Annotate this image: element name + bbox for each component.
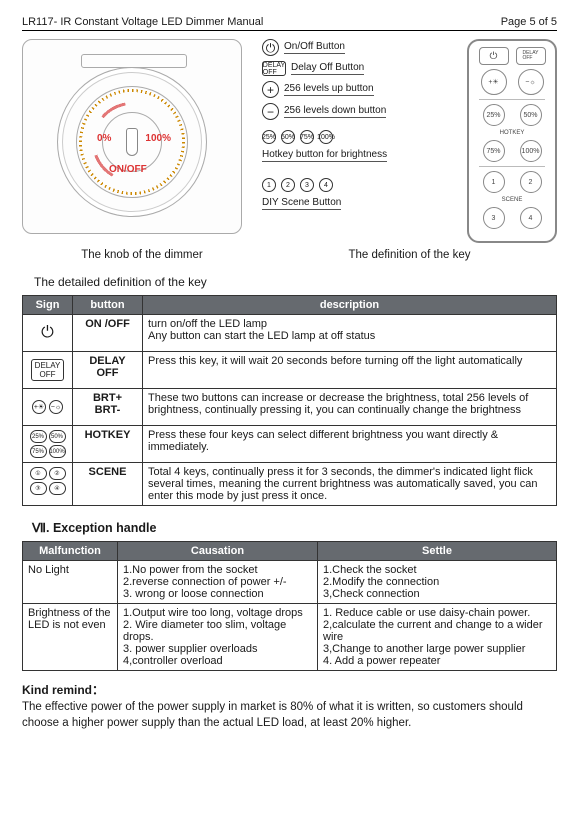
table-row: DELAYOFF DELAY OFF Press this key, it wi…	[23, 352, 557, 389]
keytable-title: The detailed definition of the key	[34, 275, 557, 289]
remote-75-btn: 75%	[483, 140, 505, 162]
th-mal: Malfunction	[23, 542, 118, 561]
dial-hundred-label: 100%	[145, 133, 171, 144]
th-sign: Sign	[23, 296, 73, 315]
pct100-icon: 100%	[319, 130, 333, 144]
table-row: ①②③④ SCENE Total 4 keys, continually pre…	[23, 463, 557, 506]
cell-button: SCENE	[73, 463, 143, 506]
kind-remind-text: The effective power of the power supply …	[22, 700, 557, 731]
exception-table: Malfunction Causation Settle No Light 1.…	[22, 541, 557, 671]
scene3-icon: 3	[300, 178, 314, 192]
pct50-icon: 50%	[281, 130, 295, 144]
page-header: LR117- IR Constant Voltage LED Dimmer Ma…	[22, 16, 557, 31]
cell-desc: Total 4 keys, continually press it for 3…	[143, 463, 557, 506]
scene1-icon: 1	[262, 178, 276, 192]
scene4-icon: 4	[319, 178, 333, 192]
dial-onoff-label: ON/OFF	[109, 164, 147, 175]
cell-desc: Press this key, it will wait 20 seconds …	[143, 352, 557, 389]
manual-page: LR117- IR Constant Voltage LED Dimmer Ma…	[0, 0, 579, 819]
remote-100-btn: 100%	[520, 140, 542, 162]
caption-knob: The knob of the dimmer	[22, 249, 262, 261]
plus-icon: +☀	[32, 400, 46, 414]
header-page: Page 5 of 5	[501, 16, 557, 28]
cell-mal: Brightness of the LED is not even	[23, 604, 118, 671]
remote-s1-btn: 1	[483, 171, 505, 193]
header-title: LR117- IR Constant Voltage LED Dimmer Ma…	[22, 16, 263, 28]
th-set: Settle	[318, 542, 557, 561]
cell-desc: turn on/off the LED lampAny button can s…	[143, 315, 557, 352]
remote-plus-btn: +☀	[481, 69, 507, 95]
remote-divider1	[479, 99, 546, 100]
legend-up: 256 levels up button	[284, 83, 374, 96]
legend-delay: Delay Off Button	[291, 62, 364, 75]
legend-diy: DIY Scene Button	[262, 197, 341, 210]
delay-icon: DELAYOFF	[262, 61, 286, 76]
cell-button: ON /OFF	[73, 315, 143, 352]
legend-down: 256 levels down button	[284, 105, 386, 118]
cell-desc: These two buttons can increase or decrea…	[143, 389, 557, 426]
remote-s4-btn: 4	[520, 207, 542, 229]
cell-cau: 1.No power from the socket2.reverse conn…	[118, 561, 318, 604]
table-row: +☀ −☼ BRT+BRT- These two buttons can inc…	[23, 389, 557, 426]
plus-icon: +	[262, 81, 279, 98]
dial: 0% 100% ON/OFF	[57, 67, 207, 217]
th-button: button	[73, 296, 143, 315]
remote-power-btn: ⏻	[479, 47, 509, 65]
th-desc: description	[143, 296, 557, 315]
kind-remind-title: Kind remind：	[22, 681, 557, 698]
table-row: Brightness of the LED is not even 1.Outp…	[23, 604, 557, 671]
dimmer-knob-figure: 0% 100% ON/OFF	[22, 39, 242, 234]
remote-50-btn: 50%	[520, 104, 542, 126]
cell-set: 1.Check the socket2.Modify the connectio…	[318, 561, 557, 604]
cell-button: HOTKEY	[73, 426, 143, 463]
figure-row: 0% 100% ON/OFF ⏻ On/Off Button DELAYOFF …	[22, 39, 557, 243]
remote-delay-btn: DELAYOFF	[516, 47, 546, 65]
remote-scene-label: SCENE	[502, 197, 523, 203]
remote-divider2	[479, 166, 546, 167]
cell-set: 1. Reduce cable or use daisy-chain power…	[318, 604, 557, 671]
delay-icon: DELAYOFF	[31, 359, 65, 381]
cell-cau: 1.Output wire too long, voltage drops2. …	[118, 604, 318, 671]
exception-title: Ⅶ. Exception handle	[32, 520, 557, 535]
dial-zero-label: 0%	[97, 133, 111, 144]
remote-figure: ⏻ DELAYOFF +☀ −☼ 25% 50% HOTKEY 75% 100%…	[467, 39, 557, 243]
legend-hotkey: Hotkey button for brightness	[262, 149, 387, 162]
cell-button: DELAY OFF	[73, 352, 143, 389]
remote-s3-btn: 3	[483, 207, 505, 229]
remote-minus-btn: −☼	[518, 69, 544, 95]
remote-25-btn: 25%	[483, 104, 505, 126]
th-cau: Causation	[118, 542, 318, 561]
cell-button: BRT+BRT-	[73, 389, 143, 426]
table-row: 25%50%75%100% HOTKEY Press these four ke…	[23, 426, 557, 463]
key-legend: ⏻ On/Off Button DELAYOFF Delay Off Butto…	[262, 39, 447, 243]
remote-s2-btn: 2	[520, 171, 542, 193]
minus-icon: −	[262, 103, 279, 120]
pct75-icon: 75%	[300, 130, 314, 144]
pct25-icon: 25%	[262, 130, 276, 144]
scene2-icon: 2	[281, 178, 295, 192]
table-row: No Light 1.No power from the socket2.rev…	[23, 561, 557, 604]
key-definition-table: Sign button description ⏻ ON /OFF turn o…	[22, 295, 557, 506]
remote-hotkey-label: HOTKEY	[500, 130, 525, 136]
caption-key: The definition of the key	[262, 249, 557, 261]
scene-icon: ①②③④	[30, 467, 66, 495]
legend-onoff: On/Off Button	[284, 41, 345, 54]
minus-icon: −☼	[49, 400, 63, 414]
hotkey-icon: 25%50%75%100%	[30, 430, 66, 458]
cell-desc: Press these four keys can select differe…	[143, 426, 557, 463]
dial-inner: 0% 100% ON/OFF	[76, 86, 188, 198]
power-icon: ⏻	[262, 39, 279, 56]
table-row: ⏻ ON /OFF turn on/off the LED lampAny bu…	[23, 315, 557, 352]
power-icon: ⏻	[41, 324, 54, 342]
cell-mal: No Light	[23, 561, 118, 604]
caption-row: The knob of the dimmer The definition of…	[22, 249, 557, 261]
